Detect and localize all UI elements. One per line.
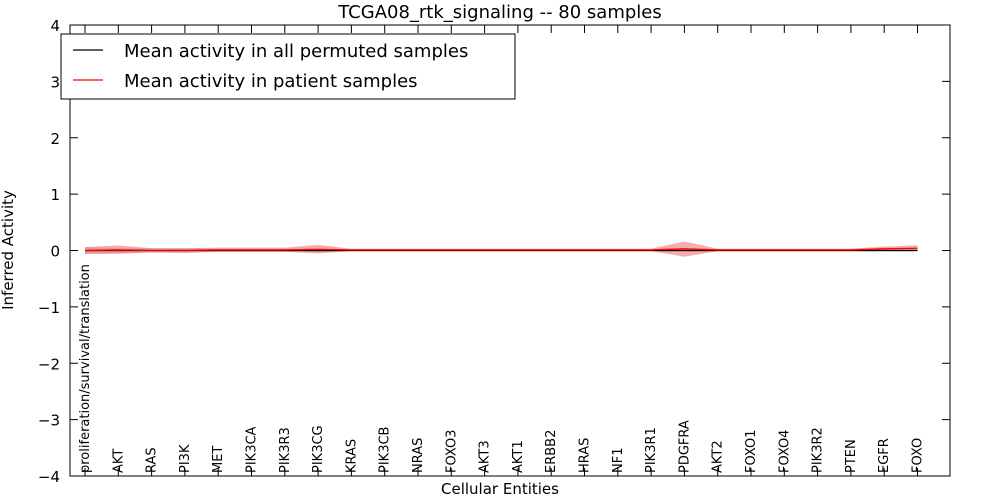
y-tick-label: −2 <box>38 355 60 373</box>
y-tick-label: 3 <box>50 73 60 91</box>
x-tick-label: NRAS <box>411 438 426 473</box>
y-tick-label: 1 <box>50 186 60 204</box>
x-tick-label: PIK3R2 <box>811 427 826 473</box>
x-tick-label: AKT <box>111 449 126 473</box>
x-tick-label: AKT1 <box>511 440 526 473</box>
y-tick-label: −3 <box>38 412 60 430</box>
x-tick-label: FOXO4 <box>777 430 792 473</box>
x-axis: proliferation/survival/translation AKT RAS… <box>78 25 926 476</box>
x-tick-label: EGFR <box>877 438 892 473</box>
x-tick-label: proliferation/survival/translation <box>78 264 93 473</box>
x-tick-label: NF1 <box>611 448 626 473</box>
x-tick-label: KRAS <box>344 439 359 473</box>
x-tick-label: FOXO1 <box>744 430 759 473</box>
legend-label-permuted: Mean activity in all permuted samples <box>124 41 468 62</box>
x-tick-label: AKT3 <box>478 440 493 473</box>
x-tick-label: RAS <box>145 447 160 473</box>
band-series-1 <box>85 241 918 257</box>
chart-title: TCGA08_rtk_signaling -- 80 samples <box>337 2 662 23</box>
legend-label-patient: Mean activity in patient samples <box>124 71 418 92</box>
x-tick-label: HRAS <box>578 438 593 473</box>
y-tick-label: 2 <box>50 130 60 148</box>
y-tick-label: −4 <box>38 468 60 486</box>
legend: Mean activity in all permuted samples Me… <box>60 33 516 100</box>
confidence-bands <box>85 241 918 257</box>
series-lines <box>84 247 918 252</box>
x-tick-label: AKT2 <box>711 440 726 473</box>
x-tick-label: PDGFRA <box>677 420 692 473</box>
x-tick-label: PI3K <box>178 444 193 473</box>
x-tick-label: PTEN <box>844 439 859 473</box>
line-series-1 <box>84 247 918 252</box>
y-axis: −4 −3 −2 −1 0 1 2 3 4 <box>38 17 950 486</box>
x-axis-label: Cellular Entities <box>441 480 559 498</box>
x-tick-label: PIK3CA <box>245 426 260 473</box>
x-tick-label: PIK3CB <box>378 427 393 473</box>
y-tick-label: −1 <box>38 299 60 317</box>
x-tick-label: FOXO <box>911 438 926 473</box>
y-axis-label: Inferred Activity <box>0 190 17 310</box>
legend-box <box>60 33 516 100</box>
x-tick-label: ERBB2 <box>544 430 559 473</box>
x-tick-label: FOXO3 <box>444 430 459 473</box>
y-tick-label: 4 <box>50 17 60 35</box>
x-tick-label: PIK3R3 <box>278 427 293 473</box>
y-tick-label: 0 <box>50 243 60 261</box>
x-tick-label: PIK3R1 <box>644 427 659 473</box>
x-tick-label: MET <box>211 446 226 473</box>
x-tick-label: PIK3CG <box>311 425 326 473</box>
